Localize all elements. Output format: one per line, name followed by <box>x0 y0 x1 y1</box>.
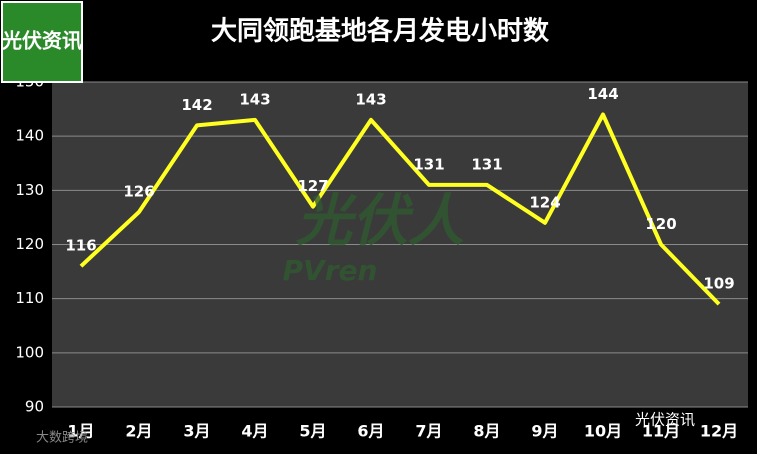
x-tick-label: 8月 <box>473 422 500 441</box>
watermark: 光伏资讯 <box>635 411 695 429</box>
y-tick-label: 120 <box>15 235 44 253</box>
chart-title: 大同领跑基地各月发电小时数 <box>211 16 550 47</box>
x-tick-label: 2月 <box>125 422 152 441</box>
x-tick-label: 5月 <box>299 422 326 441</box>
data-label: 142 <box>181 96 212 114</box>
x-tick-label: 10月 <box>584 422 622 441</box>
data-label: 116 <box>65 237 96 255</box>
x-tick-label: 7月 <box>415 422 442 441</box>
data-label: 131 <box>471 155 502 173</box>
data-label: 120 <box>645 215 676 233</box>
x-tick-label: 6月 <box>357 422 384 441</box>
data-label: 131 <box>413 155 444 173</box>
logo-box <box>1 1 83 83</box>
data-label: 143 <box>355 90 386 108</box>
data-label: 126 <box>123 183 154 201</box>
logo-text: 光伏资讯 <box>1 29 82 53</box>
watermark: PVren <box>283 254 378 287</box>
x-tick-label: 11月 <box>642 422 680 441</box>
data-label: 124 <box>529 193 560 211</box>
y-tick-label: 100 <box>15 343 44 361</box>
data-label: 143 <box>239 90 270 108</box>
line <box>79 112 721 306</box>
y-tick-label: 140 <box>15 127 44 145</box>
data-label: 109 <box>703 275 734 293</box>
y-tick-label: 110 <box>15 289 44 307</box>
x-tick-label: 12月 <box>700 422 738 441</box>
watermark: 光伏人 <box>296 189 464 254</box>
x-tick-label: 9月 <box>531 422 558 441</box>
y-tick-label: 90 <box>25 398 44 416</box>
y-tick-label: 130 <box>15 181 44 199</box>
x-tick-label: 3月 <box>183 422 210 441</box>
data-label: 127 <box>297 177 328 195</box>
watermark: 大数跨境 <box>36 431 88 446</box>
data-label: 144 <box>587 85 618 103</box>
x-tick-label: 1月 <box>67 422 94 441</box>
x-tick-label: 4月 <box>241 422 268 441</box>
